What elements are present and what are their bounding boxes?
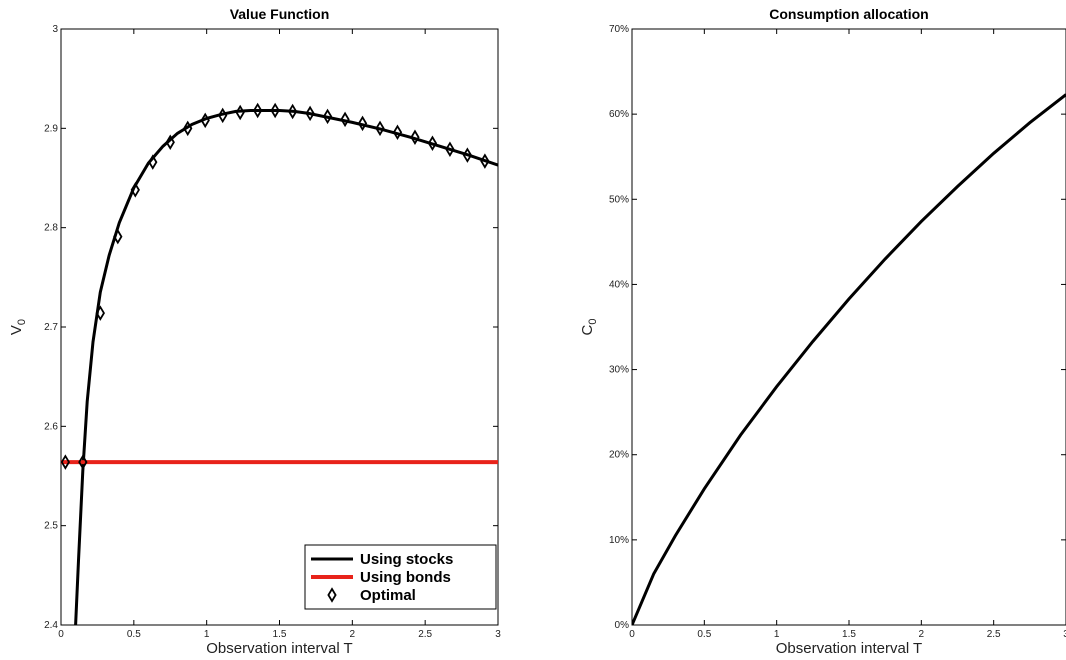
y-tick-label: 2.5: [44, 521, 58, 532]
consumption-allocation-panel: Consumption allocation 00.511.522.530%10…: [579, 6, 1066, 657]
y-tick-label: 3: [52, 24, 58, 35]
consumption-allocation-y-axis-label-main: C: [579, 324, 596, 335]
value-function-y-axis-label-main: V: [8, 325, 25, 335]
consumption-allocation-ticks: 00.511.522.530%10%20%30%40%50%60%70%: [609, 24, 1066, 640]
optimal-marker: [200, 112, 210, 129]
y-tick-label: 50%: [609, 194, 629, 205]
x-tick-label: 0.5: [697, 629, 711, 640]
y-tick-label: 2.6: [44, 421, 58, 432]
optimal-marker: [392, 124, 403, 141]
y-tick-label: 60%: [609, 109, 629, 120]
y-tick-label: 2.9: [44, 123, 58, 134]
y-tick-label: 20%: [609, 450, 629, 461]
consumption-allocation-title: Consumption allocation: [769, 6, 928, 22]
optimal-marker: [218, 107, 228, 124]
using-stocks-line: [74, 109, 498, 625]
optimal-marker: [340, 111, 350, 128]
legend-label: Optimal: [360, 587, 416, 604]
optimal-marker: [462, 147, 473, 163]
x-tick-label: 3: [1063, 629, 1066, 640]
optimal-marker: [322, 108, 333, 125]
optimal-marker: [427, 135, 438, 151]
optimal-marker: [375, 120, 385, 137]
optimal-marker: [130, 182, 140, 198]
y-tick-label: 0%: [615, 620, 630, 631]
consumption-allocation-plot-area: [631, 28, 1066, 626]
legend-optimal-marker: [327, 587, 337, 603]
value-function-panel: Value Function 0 0.5 1 1.5 2 2.5 3 2.4 2.5 2.6 2.7…: [8, 6, 501, 657]
optimal-marker: [480, 153, 490, 169]
optimal-marker: [270, 102, 280, 119]
consumption-allocation-x-axis-label: Observation interval T: [776, 640, 922, 657]
consumption-line: [632, 93, 1066, 625]
x-tick-label: 1: [204, 629, 210, 640]
x-tick-label: 2.5: [987, 629, 1001, 640]
optimal-marker: [253, 102, 263, 119]
x-tick-label: 2: [350, 629, 356, 640]
y-tick-label: 2.8: [44, 223, 58, 234]
x-tick-label: 2: [919, 629, 925, 640]
value-function-series: [61, 102, 498, 625]
value-function-y-axis-label-subscript: 0: [16, 319, 28, 325]
value-function-x-axis-label: Observation interval T: [206, 640, 352, 657]
optimal-marker: [61, 454, 71, 470]
value-function-y-axis-label: V0: [8, 319, 28, 335]
value-function-title: Value Function: [230, 6, 330, 22]
value-function-plot-area: [60, 28, 499, 626]
optimal-marker: [445, 141, 455, 157]
optimal-marker: [148, 154, 158, 170]
y-tick-label: 2.7: [44, 322, 58, 333]
legend-label: Using stocks: [360, 551, 453, 568]
x-tick-label: 3: [495, 629, 501, 640]
optimal-marker: [305, 105, 315, 122]
optimal-marker: [95, 305, 105, 321]
optimal-marker: [113, 228, 123, 245]
optimal-marker: [78, 454, 88, 470]
x-tick-label: 0: [629, 629, 635, 640]
legend-label: Using bonds: [360, 569, 451, 586]
consumption-allocation-y-axis-label: C0: [579, 319, 599, 336]
y-tick-label: 2.4: [44, 620, 58, 631]
x-tick-label: 1: [774, 629, 780, 640]
y-tick-label: 40%: [609, 279, 629, 290]
consumption-allocation-series: [632, 93, 1066, 625]
y-tick-label: 30%: [609, 365, 629, 376]
x-tick-label: 2.5: [418, 629, 432, 640]
value-function-ticks: 0 0.5 1 1.5 2 2.5 3 2.4 2.5 2.6 2.7 2.8 2.9 3: [44, 24, 501, 640]
x-tick-label: 0: [58, 629, 64, 640]
optimal-marker: [165, 134, 175, 150]
optimal-marker: [235, 104, 245, 121]
y-tick-label: 10%: [609, 535, 629, 546]
optimal-marker: [357, 115, 368, 132]
consumption-allocation-y-axis-label-subscript: 0: [587, 319, 599, 325]
optimal-marker: [287, 103, 298, 120]
y-tick-label: 70%: [609, 24, 629, 35]
optimal-marker: [410, 129, 420, 146]
x-tick-label: 1.5: [273, 629, 287, 640]
x-tick-label: 0.5: [127, 629, 141, 640]
optimal-marker: [183, 120, 193, 137]
x-tick-label: 1.5: [842, 629, 856, 640]
